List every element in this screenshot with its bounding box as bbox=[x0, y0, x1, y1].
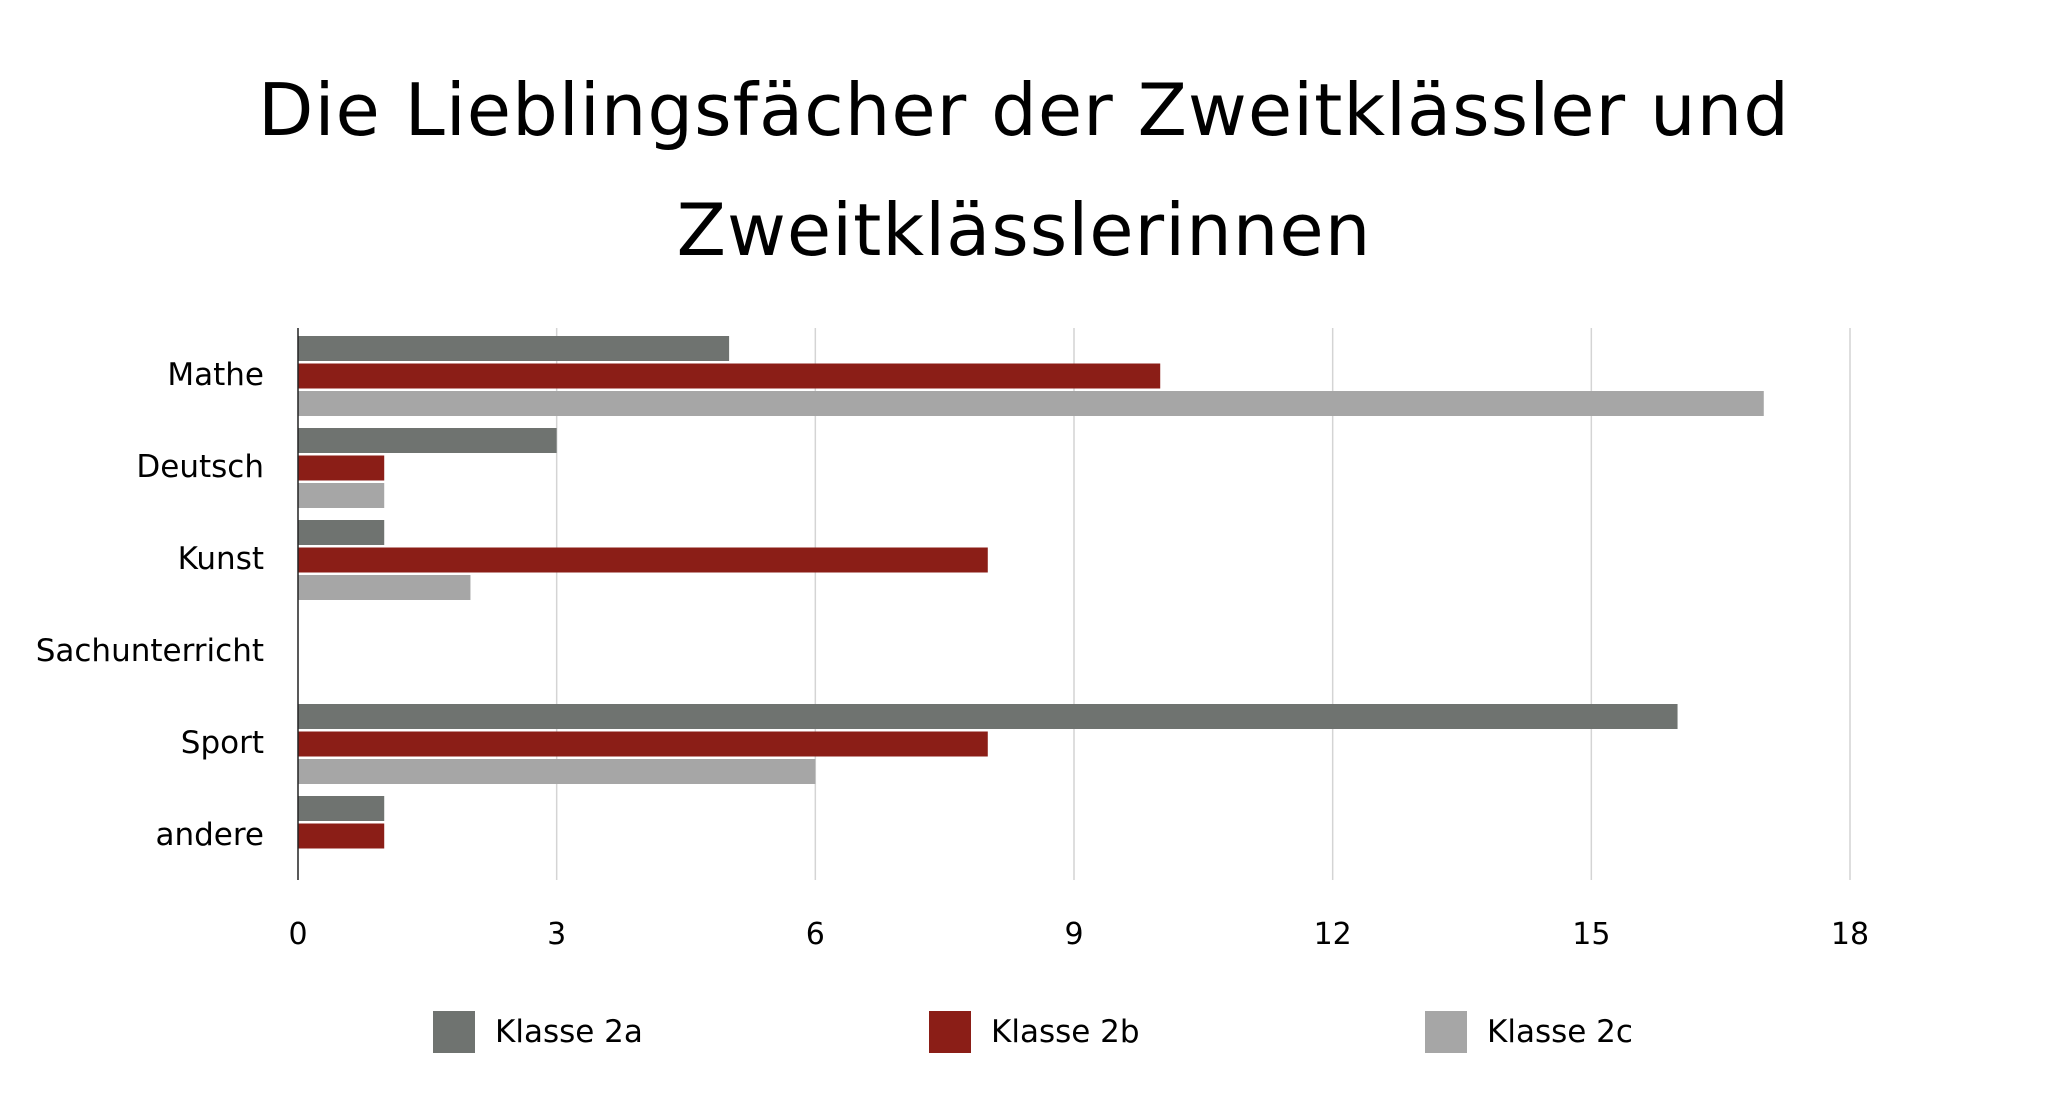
category-label-sport: Sport bbox=[181, 725, 264, 761]
bar-kunst-klasse-2b bbox=[298, 547, 988, 573]
legend-label-klasse-2b: Klasse 2b bbox=[991, 1014, 1140, 1050]
chart-title: Die Lieblingsfächer der Zweitklässler un… bbox=[0, 50, 2048, 290]
category-label-mathe: Mathe bbox=[167, 357, 264, 393]
bar-sport-klasse-2b bbox=[298, 731, 988, 757]
bar-mathe-klasse-2c bbox=[298, 391, 1764, 416]
bar-kunst-klasse-2a bbox=[298, 520, 385, 545]
legend-item-klasse-2c: Klasse 2c bbox=[1425, 1010, 1633, 1054]
category-label-sachunterricht: Sachunterricht bbox=[36, 633, 264, 669]
legend-item-klasse-2a: Klasse 2a bbox=[433, 1010, 643, 1054]
legend-swatch-klasse-2c bbox=[1425, 1011, 1467, 1053]
bar-mathe-klasse-2a bbox=[298, 336, 730, 361]
bar-sport-klasse-2c bbox=[298, 759, 816, 784]
legend-swatch-klasse-2a bbox=[433, 1011, 475, 1053]
legend-label-klasse-2c: Klasse 2c bbox=[1487, 1014, 1633, 1050]
category-label-deutsch: Deutsch bbox=[136, 449, 264, 485]
legend-item-klasse-2b: Klasse 2b bbox=[929, 1010, 1140, 1054]
x-axis-tick-labels: 0 3 6 9 12 15 18 bbox=[288, 917, 1869, 952]
x-tick-label-12: 12 bbox=[1314, 917, 1352, 952]
bars bbox=[298, 336, 1764, 849]
legend-swatch-klasse-2b bbox=[929, 1011, 971, 1053]
bar-kunst-klasse-2c bbox=[298, 575, 471, 600]
bar-deutsch-klasse-2b bbox=[298, 455, 385, 481]
bar-deutsch-klasse-2c bbox=[298, 483, 385, 508]
bar-chart: Mathe Deutsch Kunst Sachunterricht Sport ande… bbox=[36, 328, 1869, 952]
legend: Klasse 2a Klasse 2b Klasse 2c bbox=[0, 1010, 2048, 1070]
gridlines bbox=[555, 328, 1851, 880]
x-tick-label-6: 6 bbox=[806, 917, 825, 952]
bar-deutsch-klasse-2a bbox=[298, 428, 557, 453]
bar-andere-klasse-2b bbox=[298, 823, 385, 849]
category-labels: Mathe Deutsch Kunst Sachunterricht Sport ande… bbox=[36, 357, 264, 853]
x-tick-label-0: 0 bbox=[288, 917, 307, 952]
legend-label-klasse-2a: Klasse 2a bbox=[495, 1014, 643, 1050]
x-tick-label-3: 3 bbox=[547, 917, 566, 952]
x-tick-label-15: 15 bbox=[1572, 917, 1610, 952]
bar-mathe-klasse-2b bbox=[298, 363, 1161, 389]
x-tick-label-18: 18 bbox=[1831, 917, 1869, 952]
bar-andere-klasse-2a bbox=[298, 796, 385, 821]
chart-title-line-1: Die Lieblingsfächer der Zweitklässler un… bbox=[258, 68, 1790, 152]
category-label-kunst: Kunst bbox=[178, 541, 264, 577]
x-tick-label-9: 9 bbox=[1064, 917, 1083, 952]
category-label-andere: andere bbox=[155, 817, 264, 853]
chart-title-line-2: Zweitklässlerinnen bbox=[676, 188, 1372, 272]
bar-sport-klasse-2a bbox=[298, 704, 1678, 729]
